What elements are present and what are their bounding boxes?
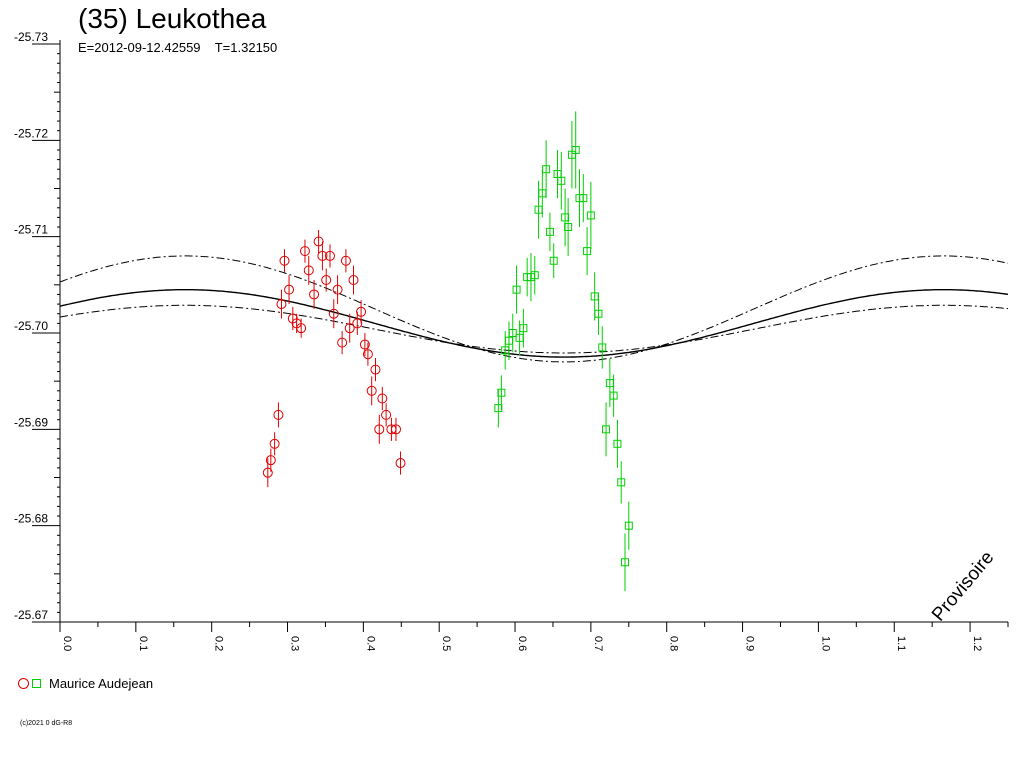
data-point-circle bbox=[332, 284, 343, 295]
data-point-circle bbox=[352, 318, 363, 329]
copyright-note: (c)2021 0 dG-R8 bbox=[20, 720, 73, 727]
data-point-circle bbox=[390, 424, 401, 435]
data-points bbox=[262, 111, 633, 592]
x-tick-label: 0.1 bbox=[137, 636, 149, 651]
legend: Maurice Audejean bbox=[18, 676, 153, 691]
data-point-square bbox=[571, 145, 580, 154]
data-point-circle bbox=[366, 385, 377, 396]
data-point-square bbox=[583, 247, 592, 256]
legend-label: Maurice Audejean bbox=[49, 676, 154, 691]
tick-marks: -25.73 -25.72 -25.71 -25.70 -25.69 -25.68 -25.… bbox=[14, 30, 1009, 651]
y-tick-label: -25.73 bbox=[14, 30, 48, 44]
data-point-circle bbox=[395, 458, 406, 469]
data-point-square bbox=[530, 271, 539, 280]
x-tick-label: 1.0 bbox=[819, 636, 831, 651]
x-tick-label: 0.0 bbox=[61, 636, 73, 651]
data-point-circle bbox=[337, 337, 348, 348]
data-point-circle bbox=[299, 246, 310, 257]
data-point-circle bbox=[356, 306, 367, 317]
x-tick-label: 1.1 bbox=[895, 636, 907, 651]
x-tick-label: 0.8 bbox=[668, 636, 680, 651]
data-point-square bbox=[594, 309, 603, 318]
data-point-square bbox=[519, 324, 528, 333]
data-point-circle bbox=[262, 467, 273, 478]
data-point-square bbox=[564, 223, 573, 232]
data-point-square bbox=[602, 425, 611, 434]
x-tick-label: 0.7 bbox=[592, 636, 604, 651]
data-point-square bbox=[609, 391, 618, 400]
data-point-circle bbox=[313, 236, 324, 247]
data-point-circle bbox=[359, 339, 370, 350]
data-point-square bbox=[613, 439, 622, 448]
legend-square-marker bbox=[32, 679, 41, 688]
data-point-square bbox=[557, 176, 566, 185]
data-point-square bbox=[512, 285, 521, 294]
x-tick-label: 0.3 bbox=[289, 636, 301, 651]
y-tick-label: -25.67 bbox=[14, 608, 48, 622]
data-point-circle bbox=[348, 275, 359, 286]
data-point-circle bbox=[381, 409, 392, 420]
data-point-circle bbox=[309, 289, 320, 300]
chart-title: (35) Leukothea bbox=[78, 3, 267, 34]
model-curve bbox=[59, 289, 1009, 358]
data-point-circle bbox=[377, 393, 388, 404]
y-tick-label: -25.70 bbox=[14, 319, 48, 333]
data-point-circle bbox=[321, 275, 332, 286]
data-point-circle bbox=[324, 250, 335, 261]
lower-envelope-curve bbox=[59, 304, 1009, 354]
data-point-circle bbox=[279, 255, 290, 266]
y-tick-label: -25.68 bbox=[14, 512, 48, 526]
x-tick-label: 0.6 bbox=[516, 636, 528, 651]
upper-envelope-curve bbox=[59, 255, 1009, 363]
data-point-circle bbox=[265, 455, 276, 466]
x-tick-label: 0.2 bbox=[213, 636, 225, 651]
x-tick-label: 0.4 bbox=[364, 636, 376, 651]
x-tick-label: 0.5 bbox=[440, 636, 452, 651]
data-point-square bbox=[508, 329, 517, 337]
data-point-square bbox=[545, 227, 554, 236]
data-point-circle bbox=[303, 265, 314, 276]
legend-circle-marker bbox=[18, 678, 29, 689]
data-point-square bbox=[542, 165, 551, 174]
data-point-circle bbox=[340, 255, 351, 266]
data-point-square bbox=[621, 558, 630, 567]
data-point-square bbox=[586, 211, 595, 220]
y-tick-label: -25.69 bbox=[14, 415, 48, 429]
data-point-circle bbox=[296, 323, 307, 334]
data-point-square bbox=[579, 194, 588, 203]
data-point-circle bbox=[370, 364, 381, 375]
data-point-circle bbox=[284, 284, 295, 295]
y-tick-label: -25.72 bbox=[14, 126, 48, 140]
data-point-square bbox=[624, 521, 633, 530]
data-point-circle bbox=[374, 424, 385, 435]
data-point-circle bbox=[273, 409, 284, 420]
axes bbox=[59, 40, 1008, 623]
x-tick-label: 1.2 bbox=[971, 636, 983, 651]
data-point-square bbox=[497, 388, 506, 397]
data-point-circle bbox=[344, 323, 355, 334]
data-point-circle bbox=[269, 438, 280, 449]
data-point-circle bbox=[362, 349, 373, 360]
data-point-square bbox=[598, 343, 607, 352]
chart-subtitle: E=2012-09-12.42559 T=1.32150 bbox=[78, 40, 278, 55]
data-point-circle bbox=[276, 299, 287, 310]
data-point-square bbox=[549, 256, 558, 265]
data-point-square bbox=[617, 478, 626, 487]
x-tick-label: 0.9 bbox=[744, 636, 756, 651]
data-point-circle bbox=[328, 308, 339, 319]
data-point-circle bbox=[317, 250, 328, 261]
model-curves bbox=[59, 255, 1009, 363]
y-tick-label: -25.71 bbox=[14, 223, 48, 237]
